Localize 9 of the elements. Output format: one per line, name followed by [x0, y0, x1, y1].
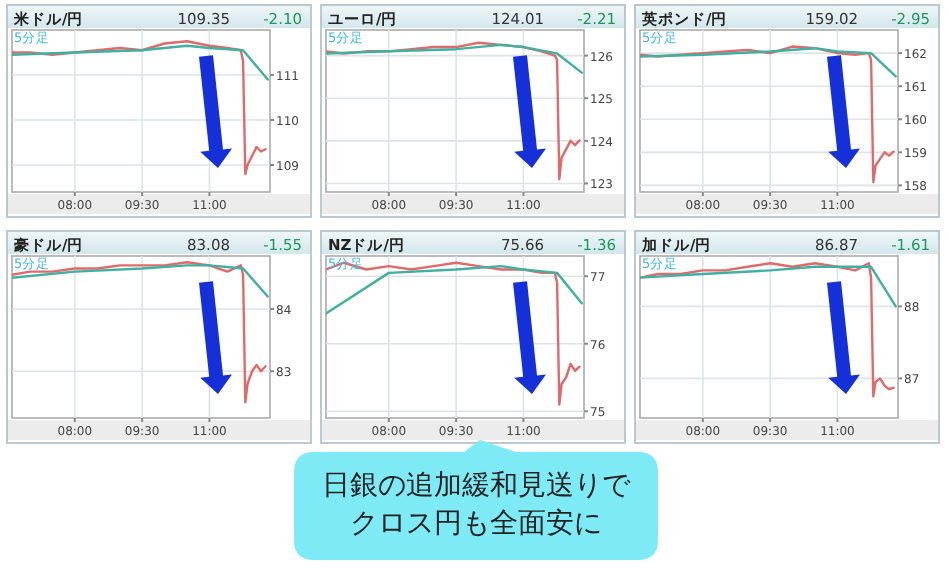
- line-series: [12, 261, 267, 404]
- line-series: [12, 40, 267, 176]
- line-series: [326, 261, 581, 406]
- line-series: [326, 43, 583, 74]
- text: クロス円も全面安に: [350, 508, 602, 540]
- line-series: [12, 44, 269, 81]
- text: 日銀の追加緩和見送りで: [322, 470, 632, 502]
- line-series: [640, 46, 897, 78]
- line-series: [640, 45, 895, 184]
